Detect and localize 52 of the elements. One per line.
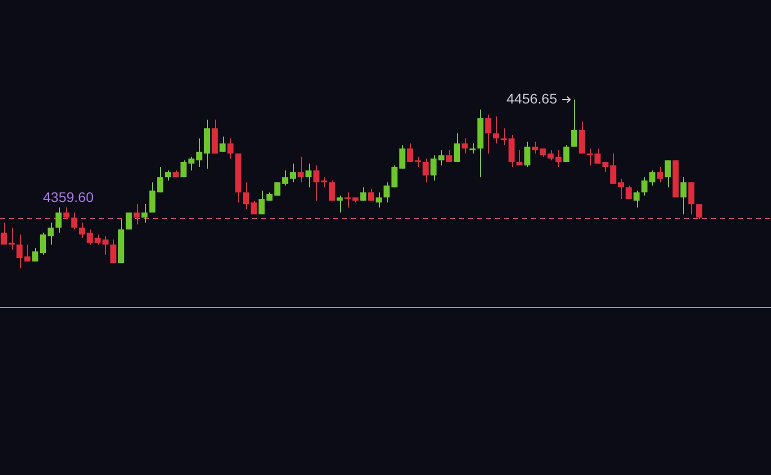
candlestick — [250, 200, 257, 215]
candlestick — [626, 185, 632, 200]
candlestick — [56, 206, 62, 234]
candlestick — [290, 163, 296, 183]
candlestick — [524, 141, 530, 168]
candlestick — [134, 204, 140, 225]
candlestick — [462, 138, 468, 154]
candlestick — [634, 190, 640, 208]
candlestick — [555, 150, 562, 168]
candlestick — [32, 247, 38, 262]
candlestick — [516, 150, 522, 166]
candlestick — [376, 192, 382, 208]
candlestick — [656, 166, 664, 183]
candlestick — [258, 190, 265, 215]
annotation: 4456.65 — [506, 90, 558, 107]
candlestick — [618, 178, 624, 200]
candlestick — [446, 150, 452, 162]
candlestick — [430, 154, 437, 182]
candlestick — [563, 144, 570, 162]
candlestick — [243, 182, 250, 210]
candlestick — [164, 170, 171, 182]
candlestick — [578, 120, 585, 154]
candlestick — [680, 176, 687, 215]
candlestick — [298, 156, 304, 183]
candlestick — [102, 236, 108, 256]
candlestick — [422, 158, 429, 183]
candlestick — [664, 160, 671, 188]
candlestick — [78, 222, 86, 238]
candlestick — [336, 195, 343, 214]
candlestick — [360, 186, 366, 202]
candlestick — [571, 99, 578, 148]
candlestick — [220, 136, 226, 152]
annotation: 4359.60 — [43, 189, 94, 205]
candlestick — [688, 182, 694, 215]
candlestick — [126, 212, 132, 230]
candlestick — [492, 116, 500, 144]
candlestick — [63, 206, 70, 220]
candlestick — [16, 234, 23, 269]
candlestick — [24, 244, 30, 262]
candlestick — [180, 160, 187, 178]
candlestick — [305, 163, 312, 188]
candlestick — [110, 239, 116, 264]
candlestick — [454, 132, 460, 162]
candlestick — [485, 114, 492, 154]
candlestick — [438, 150, 444, 166]
candlestick — [227, 138, 234, 160]
candlestick — [384, 182, 390, 203]
candlestick — [141, 204, 148, 224]
candlestick — [71, 212, 78, 230]
candlestick — [696, 204, 702, 220]
candlestick — [407, 142, 414, 162]
candlestick — [328, 180, 336, 202]
